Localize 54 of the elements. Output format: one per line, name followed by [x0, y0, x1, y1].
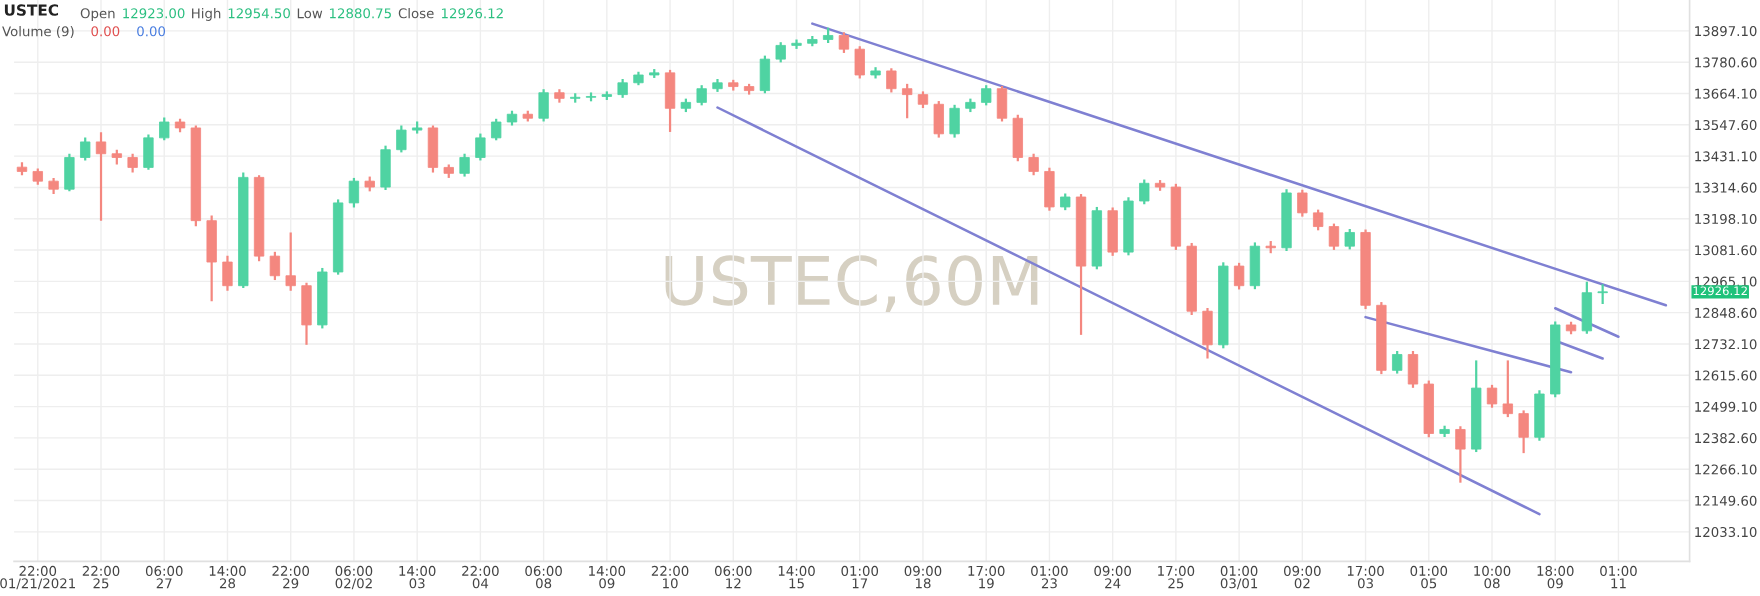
annotation: USTEC,60M: [665, 255, 1038, 313]
candlestick: [854, 45, 865, 80]
candlestick: [759, 54, 771, 95]
candlestick: [902, 82, 913, 120]
candlestick: [933, 99, 944, 139]
candlestick: [1297, 188, 1308, 218]
candlestick: [1028, 152, 1039, 177]
candlestick: [538, 88, 549, 123]
candlestick: [1107, 206, 1118, 257]
candlestick: [1139, 178, 1150, 206]
candlestick: [1581, 280, 1593, 335]
candlestick: [1249, 241, 1261, 291]
candlestick: [159, 116, 170, 142]
candlestick: [949, 103, 960, 139]
candlestick: [996, 84, 1008, 123]
candlestick: [886, 67, 897, 94]
candlestick: [1486, 383, 1498, 409]
candlestick: [1328, 222, 1340, 252]
candlestick: [1455, 425, 1466, 484]
candlestick: [64, 152, 75, 193]
candlestick: [1233, 261, 1245, 291]
candlestick: [838, 31, 850, 55]
candlestick: [475, 132, 486, 162]
candlestick: [80, 136, 91, 162]
candlestick: [981, 84, 992, 107]
candlestick: [1392, 349, 1403, 375]
candlestick: [1502, 359, 1513, 419]
candlestick: [1044, 166, 1055, 212]
candlestick: [127, 152, 138, 174]
candlestick: [396, 124, 407, 154]
candlestick: [664, 68, 676, 134]
candlestick: [206, 214, 217, 303]
candlestick: [1344, 227, 1355, 251]
candlestick: [696, 84, 707, 107]
candlestick: [1202, 306, 1213, 360]
candlestick: [222, 254, 233, 292]
candlestick: [491, 117, 502, 142]
candlestick: [1407, 349, 1419, 389]
candlestick: [1534, 389, 1545, 442]
candlestick: [427, 124, 439, 174]
candlestick: [269, 250, 281, 282]
candlestick: [617, 77, 628, 99]
candlestick: [1012, 113, 1023, 163]
candlestick: [95, 131, 107, 222]
candlestick: [459, 152, 470, 178]
candlestick: [143, 133, 154, 171]
candlestick: [775, 41, 786, 64]
candlestick: [285, 231, 296, 292]
candlestick: [301, 281, 312, 346]
candlestick: [1312, 208, 1324, 232]
candlestick: [348, 176, 360, 209]
candlestick: [1597, 283, 1608, 306]
candlestick: [380, 144, 391, 192]
candlestick: [1518, 409, 1529, 455]
